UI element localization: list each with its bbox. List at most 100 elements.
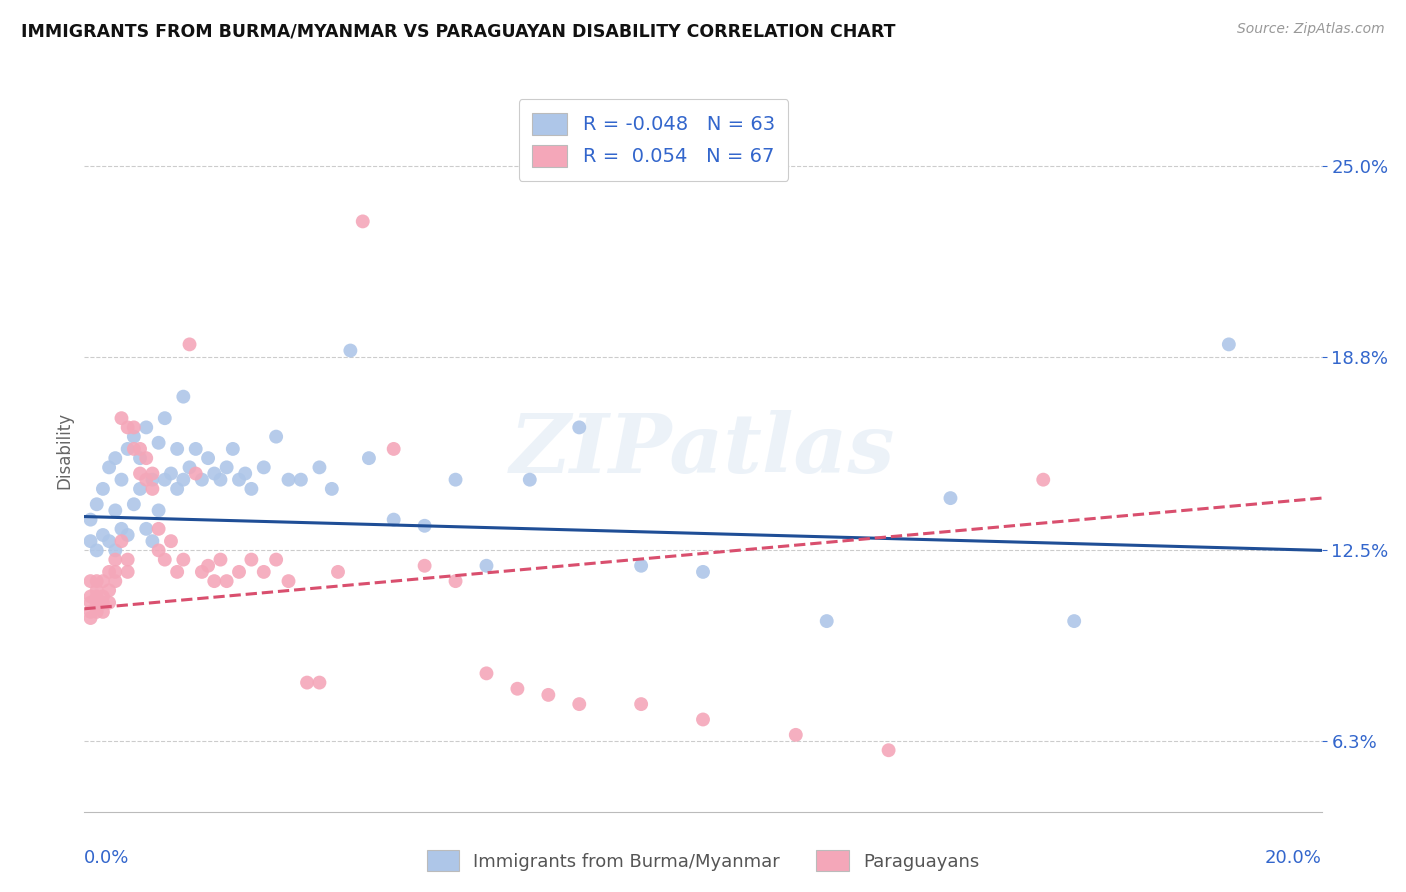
Point xyxy=(86,605,108,619)
Point xyxy=(179,460,201,475)
Point xyxy=(160,534,183,549)
Point xyxy=(506,681,529,696)
Point xyxy=(86,596,108,610)
Point xyxy=(98,565,121,579)
Point xyxy=(141,467,163,481)
Point xyxy=(117,442,139,456)
Text: Source: ZipAtlas.com: Source: ZipAtlas.com xyxy=(1237,22,1385,37)
Point xyxy=(939,491,962,505)
Point xyxy=(104,552,127,566)
Point xyxy=(104,543,127,558)
Point xyxy=(79,590,101,604)
Point xyxy=(135,420,157,434)
Point xyxy=(568,420,591,434)
Point xyxy=(98,534,121,549)
Point xyxy=(519,473,541,487)
Point xyxy=(110,473,132,487)
Point xyxy=(172,473,194,487)
Point xyxy=(240,482,263,496)
Point xyxy=(413,518,436,533)
Point xyxy=(209,473,232,487)
Point xyxy=(1063,614,1085,628)
Point xyxy=(79,611,101,625)
Point xyxy=(692,713,714,727)
Point xyxy=(222,442,245,456)
Point xyxy=(153,411,176,425)
Point xyxy=(91,590,114,604)
Point xyxy=(148,522,170,536)
Point xyxy=(295,675,318,690)
Point xyxy=(290,473,312,487)
Point xyxy=(172,390,194,404)
Point xyxy=(135,522,157,536)
Point xyxy=(122,429,145,443)
Point xyxy=(110,411,132,425)
Legend: Immigrants from Burma/Myanmar, Paraguayans: Immigrants from Burma/Myanmar, Paraguaya… xyxy=(419,843,987,879)
Point xyxy=(357,451,380,466)
Point xyxy=(264,552,287,566)
Point xyxy=(382,442,405,456)
Text: IMMIGRANTS FROM BURMA/MYANMAR VS PARAGUAYAN DISABILITY CORRELATION CHART: IMMIGRANTS FROM BURMA/MYANMAR VS PARAGUA… xyxy=(21,22,896,40)
Text: 0.0%: 0.0% xyxy=(84,848,129,867)
Point xyxy=(153,552,176,566)
Point xyxy=(148,543,170,558)
Point xyxy=(191,473,214,487)
Point xyxy=(160,467,183,481)
Point xyxy=(444,574,467,588)
Point xyxy=(815,614,838,628)
Point xyxy=(352,214,374,228)
Point xyxy=(253,460,276,475)
Point xyxy=(91,482,114,496)
Text: 20.0%: 20.0% xyxy=(1265,848,1322,867)
Point xyxy=(141,473,163,487)
Point xyxy=(228,473,250,487)
Point xyxy=(98,583,121,598)
Point xyxy=(129,482,152,496)
Point xyxy=(141,482,163,496)
Point xyxy=(228,565,250,579)
Point xyxy=(253,565,276,579)
Point xyxy=(209,552,232,566)
Point xyxy=(475,666,498,681)
Point xyxy=(91,528,114,542)
Point xyxy=(98,596,121,610)
Point xyxy=(129,467,152,481)
Point xyxy=(129,442,152,456)
Point xyxy=(122,497,145,511)
Point xyxy=(264,429,287,443)
Point xyxy=(117,565,139,579)
Point xyxy=(141,534,163,549)
Point xyxy=(135,473,157,487)
Point xyxy=(321,482,343,496)
Point xyxy=(79,513,101,527)
Point xyxy=(172,552,194,566)
Point xyxy=(166,565,188,579)
Point xyxy=(86,543,108,558)
Point xyxy=(277,574,299,588)
Point xyxy=(135,451,157,466)
Point xyxy=(79,534,101,549)
Point xyxy=(153,473,176,487)
Point xyxy=(444,473,467,487)
Point xyxy=(166,482,188,496)
Point xyxy=(91,596,114,610)
Point xyxy=(86,590,108,604)
Point xyxy=(537,688,560,702)
Point xyxy=(179,337,201,351)
Point xyxy=(308,675,330,690)
Point xyxy=(122,442,145,456)
Point xyxy=(91,574,114,588)
Y-axis label: Disability: Disability xyxy=(55,412,73,489)
Point xyxy=(413,558,436,573)
Point xyxy=(91,605,114,619)
Point xyxy=(215,460,238,475)
Point xyxy=(277,473,299,487)
Point xyxy=(86,583,108,598)
Point xyxy=(382,513,405,527)
Point xyxy=(129,451,152,466)
Point xyxy=(877,743,900,757)
Point xyxy=(785,728,807,742)
Point xyxy=(191,565,214,579)
Point xyxy=(202,574,225,588)
Point xyxy=(166,442,188,456)
